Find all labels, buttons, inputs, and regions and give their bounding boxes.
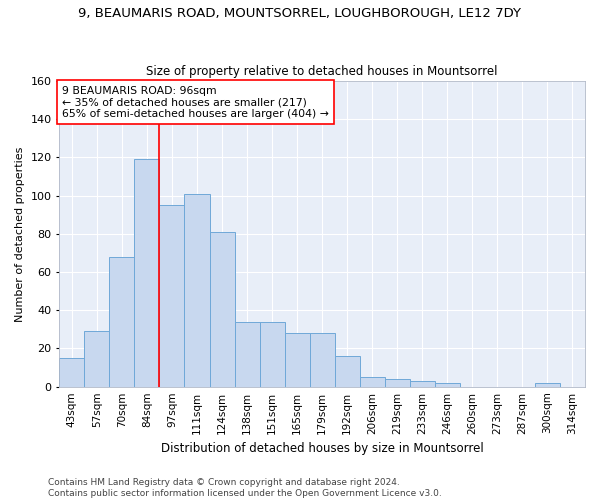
Text: 9, BEAUMARIS ROAD, MOUNTSORREL, LOUGHBOROUGH, LE12 7DY: 9, BEAUMARIS ROAD, MOUNTSORREL, LOUGHBOR… (79, 8, 521, 20)
Bar (260, 322, 284, 386)
Bar (410, 381, 435, 386)
Bar (85, 332, 109, 386)
Bar (160, 205, 184, 386)
Y-axis label: Number of detached properties: Number of detached properties (15, 146, 25, 322)
Bar (209, 232, 235, 386)
Text: Contains HM Land Registry data © Crown copyright and database right 2024.
Contai: Contains HM Land Registry data © Crown c… (48, 478, 442, 498)
Bar (134, 160, 160, 386)
Bar (435, 383, 460, 386)
Bar (310, 333, 335, 386)
Text: 9 BEAUMARIS ROAD: 96sqm
← 35% of detached houses are smaller (217)
65% of semi-d: 9 BEAUMARIS ROAD: 96sqm ← 35% of detache… (62, 86, 329, 119)
Bar (385, 379, 410, 386)
Bar (284, 333, 310, 386)
Bar (109, 257, 134, 386)
Bar (184, 194, 209, 386)
Bar (535, 383, 560, 386)
Bar (235, 322, 260, 386)
X-axis label: Distribution of detached houses by size in Mountsorrel: Distribution of detached houses by size … (161, 442, 484, 455)
Bar (360, 377, 385, 386)
Title: Size of property relative to detached houses in Mountsorrel: Size of property relative to detached ho… (146, 66, 498, 78)
Bar (335, 356, 360, 386)
Bar (59, 358, 85, 386)
